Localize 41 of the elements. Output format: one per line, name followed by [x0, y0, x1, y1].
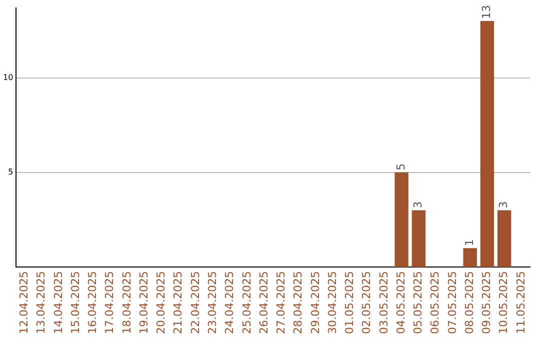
x-tick-label: 03.05.2025 — [377, 271, 390, 334]
x-tick-label: 15.04.2025 — [68, 271, 82, 334]
x-tick-label: 19.04.2025 — [137, 271, 150, 334]
data-label: 3 — [497, 201, 510, 208]
x-tick-label: 30.04.2025 — [326, 271, 339, 334]
x-tick-label: 05.05.2025 — [412, 271, 425, 334]
x-tick-label: 27.04.2025 — [274, 271, 288, 334]
bar — [480, 21, 494, 268]
bar — [412, 210, 426, 268]
x-tick-label: 17.04.2025 — [103, 271, 116, 334]
bar — [463, 248, 477, 268]
data-label: 13 — [480, 5, 494, 20]
x-tick-label: 20.04.2025 — [154, 271, 168, 334]
data-label: 5 — [394, 163, 408, 170]
data-label: 3 — [412, 201, 425, 208]
data-label: 1 — [462, 239, 476, 246]
x-tick-label: 14.04.2025 — [52, 271, 65, 334]
x-tick-label: 26.04.2025 — [257, 271, 270, 334]
x-tick-label: 24.04.2025 — [223, 271, 236, 334]
bar — [394, 172, 408, 268]
x-tick-label: 10.05.2025 — [497, 271, 510, 334]
y-tick-label: 10 — [2, 72, 14, 82]
x-tick-label: 08.05.2025 — [462, 271, 476, 334]
x-tick-label: 11.05.2025 — [514, 271, 528, 334]
x-tick-label: 18.04.2025 — [120, 271, 134, 334]
x-tick-label: 23.04.2025 — [206, 271, 220, 334]
x-tick-label: 06.05.2025 — [428, 271, 442, 334]
x-tick-label: 28.04.2025 — [292, 271, 305, 334]
x-tick-label: 16.04.2025 — [86, 271, 100, 334]
x-tick-label: 29.04.2025 — [308, 271, 322, 334]
x-tick-label: 04.05.2025 — [394, 271, 408, 334]
x-tick-label: 02.05.2025 — [360, 271, 374, 334]
bar — [497, 210, 512, 268]
x-tick-label: 07.05.2025 — [446, 271, 459, 334]
x-tick-label: 21.04.2025 — [172, 271, 185, 334]
x-tick-label: 01.05.2025 — [343, 271, 356, 334]
x-tick-label: 09.05.2025 — [480, 271, 494, 334]
x-tick-label: 13.04.2025 — [34, 271, 48, 334]
x-tick-label: 25.04.2025 — [240, 271, 254, 334]
x-tick-label: 12.04.2025 — [18, 271, 31, 334]
x-tick-label: 22.04.2025 — [188, 271, 202, 334]
